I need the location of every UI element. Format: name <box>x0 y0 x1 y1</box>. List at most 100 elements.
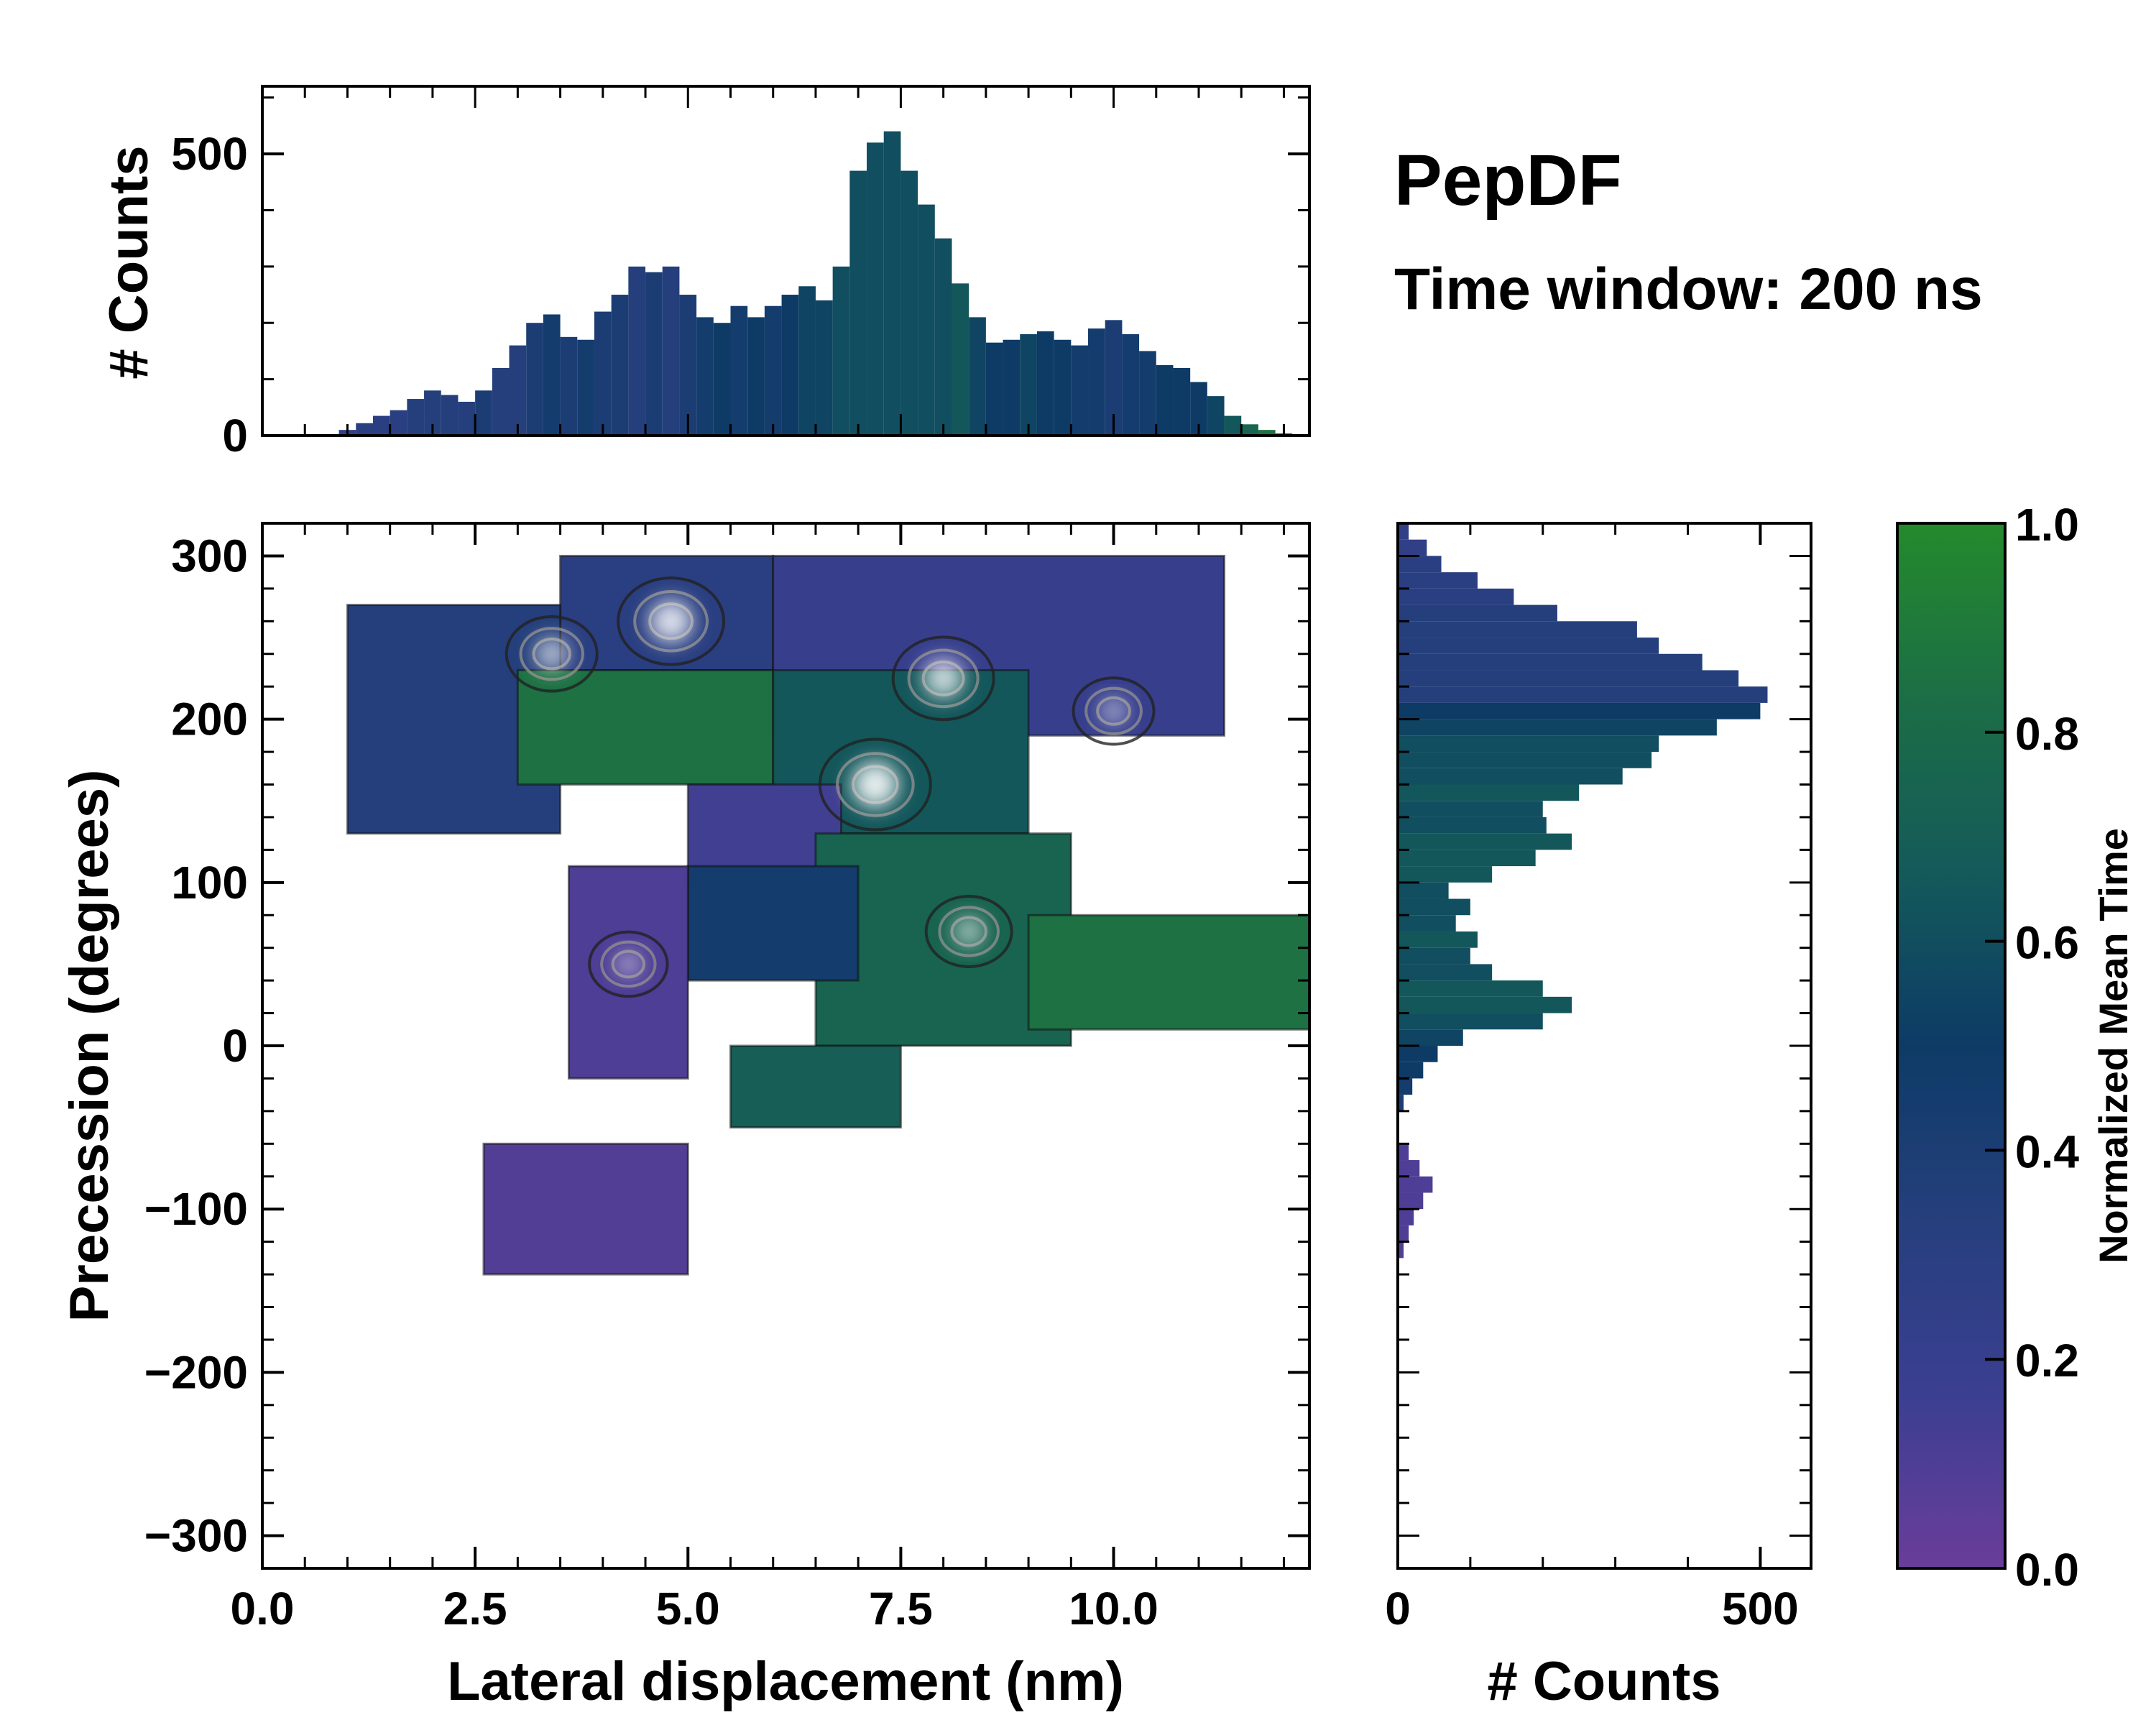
right-histogram-bar <box>1398 702 1761 719</box>
density-peak-core <box>923 658 964 699</box>
main-x-tick-label: 10.0 <box>1069 1583 1158 1634</box>
density-contour-ring <box>818 737 932 832</box>
top-histogram-bar <box>441 395 459 436</box>
top-histogram-bar <box>407 399 425 436</box>
main-y-tick-label: −200 <box>144 1346 248 1398</box>
density-peak-core <box>535 637 568 671</box>
top-histogram-bar <box>952 283 969 436</box>
heatmap-region-3 <box>516 668 775 786</box>
top-histogram-bar <box>492 367 510 436</box>
right-x-tick-label: 0 <box>1385 1583 1411 1634</box>
top-y-tick-label: 500 <box>171 128 248 180</box>
top-histogram-bar <box>1122 334 1140 436</box>
main-x-ticks: 0.0 2.5 5.0 7.5 10.0 <box>231 523 1285 1634</box>
right-histogram-bar <box>1398 588 1514 605</box>
top-histogram-bars <box>321 131 1293 436</box>
right-histogram-bar <box>1398 898 1470 916</box>
top-histogram-bar <box>1173 367 1191 436</box>
right-histogram-bar <box>1398 882 1449 899</box>
right-histogram-bar <box>1398 653 1703 671</box>
top-histogram-bar <box>798 286 816 436</box>
main-x-tick-label: 0.0 <box>231 1583 295 1634</box>
top-histogram-bar <box>696 317 714 436</box>
density-peak-core <box>852 761 898 808</box>
plot-subtitle: Time window: 200 ns <box>1394 257 1983 322</box>
right-histogram-bar <box>1398 915 1456 932</box>
top-histogram-bar <box>526 323 543 436</box>
density-contour-ring <box>891 635 995 722</box>
right-histogram-bar <box>1398 980 1543 997</box>
right-histogram-bar <box>1398 539 1427 556</box>
right-histogram-bar <box>1398 604 1557 622</box>
right-histogram-bar <box>1398 1241 1404 1259</box>
top-y-ticks: 0 500 <box>171 86 1309 461</box>
right-histogram-bar <box>1398 1013 1543 1030</box>
top-histogram-bar <box>372 415 390 436</box>
top-axes-frame <box>261 85 1311 437</box>
right-histogram-bars <box>1398 523 1768 1275</box>
top-histogram-bar <box>390 410 407 436</box>
top-marginal-histogram: 0 500 # Counts <box>98 85 1311 461</box>
right-histogram-bar <box>1398 1192 1424 1210</box>
top-histogram-bar <box>1105 320 1123 436</box>
right-histogram-bar <box>1398 850 1536 867</box>
density-contour-ring <box>1072 676 1156 746</box>
density-contour-ring <box>633 590 709 653</box>
heatmap-region-11 <box>482 1142 689 1276</box>
density-contour-ring <box>907 648 980 709</box>
main-y-ticks: 300 200 100 0 −100 −200 −300 <box>144 530 1309 1562</box>
density-contour-ring <box>938 906 1000 957</box>
main-y-tick-label: −100 <box>144 1183 248 1235</box>
density-peak-1 <box>505 615 599 693</box>
top-histogram-bar <box>458 401 476 436</box>
top-histogram-bar <box>1139 351 1156 436</box>
colorbar-ticks: 0.0 0.2 0.4 0.6 0.8 1.0 <box>1985 499 2079 1596</box>
right-histogram-bar <box>1398 686 1768 703</box>
right-histogram-bar <box>1398 556 1442 573</box>
right-x-tick-label: 500 <box>1722 1583 1799 1634</box>
top-histogram-bar <box>1036 331 1054 436</box>
top-histogram-bar <box>1054 339 1072 436</box>
right-histogram-bar <box>1398 833 1572 850</box>
right-histogram-bar <box>1398 816 1547 834</box>
right-histogram-bar <box>1398 784 1580 801</box>
right-histogram-bar <box>1398 719 1717 736</box>
top-histogram-bar <box>815 300 833 436</box>
top-histogram-bar <box>560 336 578 436</box>
top-histogram-bar <box>764 305 782 436</box>
colorbar-title: Normalized Mean Time <box>2091 828 2136 1264</box>
density-contour-ring <box>924 894 1013 968</box>
colorbar-gradient <box>1896 522 2007 1570</box>
colorbar-tick-label: 0.8 <box>2015 708 2079 760</box>
right-histogram-bar <box>1398 1062 1424 1079</box>
top-histogram-bar <box>849 170 867 436</box>
heatmap-regions <box>346 554 1309 1276</box>
right-histogram-bar <box>1398 996 1572 1013</box>
top-histogram-bar <box>1003 339 1021 436</box>
density-contour-ring <box>505 615 599 693</box>
right-histogram-bar <box>1398 931 1478 948</box>
density-peak-core <box>649 599 693 643</box>
plot-title: PepDF <box>1394 140 1622 221</box>
top-histogram-bar <box>662 266 680 436</box>
colorbar-tick-label: 0.2 <box>2015 1335 2079 1386</box>
colorbar-tick-label: 0.4 <box>2015 1126 2079 1177</box>
density-peak-core <box>1100 697 1128 725</box>
top-histogram-bar <box>1088 328 1105 436</box>
density-peak-4 <box>924 894 1013 968</box>
y-axis-title: Precession (degrees) <box>59 770 120 1322</box>
right-histogram-bar <box>1398 1144 1409 1161</box>
right-histogram-bar <box>1398 621 1637 638</box>
density-peak-5 <box>1072 676 1156 746</box>
top-histogram-bar <box>1224 415 1242 436</box>
top-histogram-bar <box>832 266 850 436</box>
top-histogram-bar <box>424 390 441 436</box>
top-histogram-bar <box>934 238 952 436</box>
right-x-axis-title: # Counts <box>1487 1651 1720 1712</box>
heatmap-region-8 <box>686 865 860 982</box>
top-histogram-bar <box>730 305 748 436</box>
top-histogram-bar <box>509 345 527 436</box>
top-histogram-bar <box>577 339 594 436</box>
density-contour-ring <box>588 930 669 998</box>
